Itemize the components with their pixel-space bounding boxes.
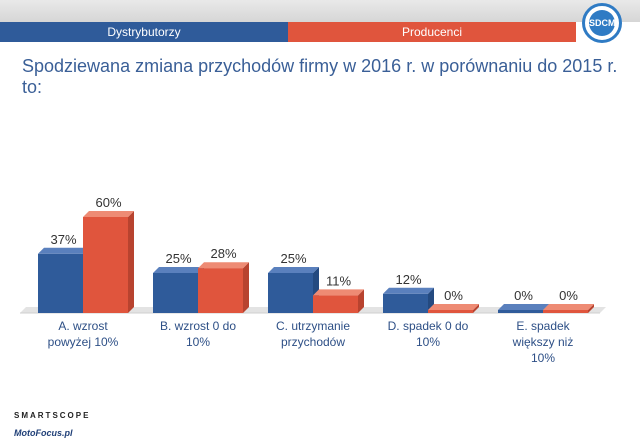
category-label: E. spadek — [516, 319, 570, 333]
bar-dystrybutorzy — [383, 293, 428, 313]
motofocus-logo: MotoFocus.pl — [14, 428, 73, 438]
bar-dystrybutorzy — [268, 273, 313, 313]
bar-top — [268, 267, 319, 273]
bar-dystrybutorzy — [498, 310, 543, 313]
category-label: 10% — [416, 335, 440, 349]
header-banner — [0, 0, 640, 22]
bar-producenci — [543, 310, 588, 313]
data-label: 0% — [444, 288, 463, 303]
bar-side — [243, 262, 249, 313]
category-label: B. wzrost 0 do — [160, 319, 236, 333]
bar-producenci — [313, 295, 358, 313]
logo-text: SDCM — [589, 10, 616, 36]
data-label: 11% — [326, 273, 351, 288]
bar-top — [83, 211, 134, 217]
data-label: 28% — [210, 246, 236, 261]
bar-top — [198, 262, 249, 269]
legend-producenci: Producenci — [288, 22, 576, 42]
bar-dystrybutorzy — [153, 273, 198, 313]
bar-side — [358, 289, 364, 313]
bar-producenci — [198, 268, 243, 313]
chart-title: Spodziewana zmiana przychodów firmy w 20… — [22, 56, 618, 97]
data-label: 12% — [395, 272, 421, 287]
smartscope-logo: SMARTSCOPE — [14, 411, 91, 420]
bar-top — [383, 287, 434, 294]
bar-dystrybutorzy — [38, 253, 83, 313]
data-label: 25% — [165, 251, 191, 266]
category-label: 10% — [186, 335, 210, 349]
legend-dystrybutorzy: Dystrybutorzy — [0, 22, 288, 42]
bar-top — [498, 304, 549, 310]
category-label: 10% — [531, 351, 555, 365]
data-label: 0% — [559, 288, 578, 303]
category-label: większy niż — [512, 335, 574, 349]
category-label: przychodów — [281, 335, 345, 349]
bar-chart: 37% 60% A. wzrost powyżej 10% 25% 28% B. wzros… — [20, 195, 606, 365]
bar-top — [543, 304, 594, 310]
bar-top — [428, 304, 479, 310]
bar-top — [38, 247, 89, 254]
bar-side — [473, 304, 479, 313]
category-label: A. wzrost — [58, 319, 108, 333]
category-label: D. spadek 0 do — [388, 319, 469, 333]
bar-top — [313, 289, 364, 296]
bar-side — [588, 304, 594, 313]
sdcm-logo: SDCM — [582, 3, 622, 43]
data-label: 60% — [95, 195, 121, 210]
data-label: 37% — [50, 232, 76, 247]
bar-side — [128, 211, 134, 313]
bar-producenci — [428, 310, 473, 313]
category-label: C. utrzymanie — [276, 319, 350, 333]
data-label: 0% — [514, 288, 533, 303]
category-label: powyżej 10% — [48, 335, 119, 349]
bar-top — [153, 267, 204, 273]
data-label: 25% — [280, 251, 306, 266]
bar-producenci — [83, 217, 128, 313]
